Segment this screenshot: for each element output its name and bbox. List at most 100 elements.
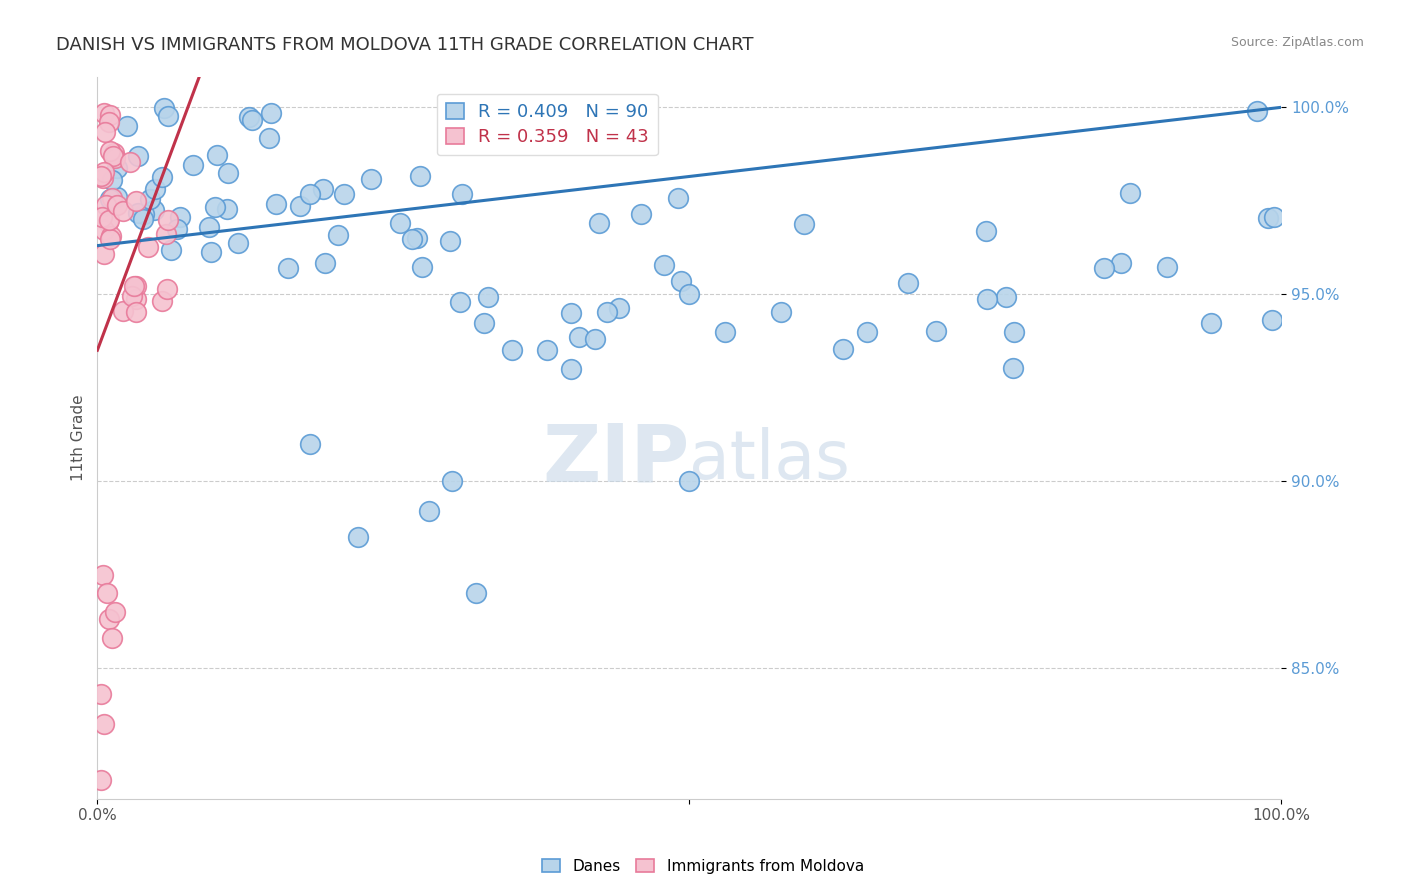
Point: [669, 274, 692, 288]
Point: [91, 171, 114, 186]
Point: [406, 231, 429, 245]
Point: [90, 687, 112, 701]
Point: [93, 717, 115, 731]
Point: [94, 125, 117, 139]
Point: [1092, 261, 1115, 276]
Point: [98, 232, 121, 246]
Point: [105, 190, 128, 204]
Point: [91, 567, 114, 582]
Point: [122, 278, 145, 293]
Point: [93, 223, 115, 237]
Point: [125, 278, 148, 293]
Point: [411, 260, 433, 275]
Point: [596, 305, 619, 319]
Point: [101, 173, 124, 187]
Point: [277, 261, 299, 276]
Text: DANISH VS IMMIGRANTS FROM MOLDOVA 11TH GRADE CORRELATION CHART: DANISH VS IMMIGRANTS FROM MOLDOVA 11TH G…: [56, 36, 754, 54]
Point: [120, 154, 142, 169]
Point: [897, 276, 920, 290]
Point: [260, 106, 283, 120]
Point: [150, 293, 173, 308]
Point: [583, 332, 606, 346]
Point: [536, 343, 558, 358]
Point: [112, 304, 135, 318]
Point: [299, 436, 322, 450]
Point: [588, 216, 610, 230]
Point: [312, 182, 335, 196]
Point: [166, 221, 188, 235]
Point: [1257, 211, 1279, 226]
Point: [974, 224, 997, 238]
Point: [713, 325, 735, 339]
Point: [150, 170, 173, 185]
Point: [101, 149, 124, 163]
Point: [181, 158, 204, 172]
Point: [299, 186, 322, 201]
Point: [100, 228, 122, 243]
Point: [831, 342, 853, 356]
Point: [132, 212, 155, 227]
Point: [103, 146, 125, 161]
Point: [94, 197, 117, 211]
Text: ZIP: ZIP: [541, 421, 689, 499]
Point: [91, 211, 114, 225]
Point: [630, 207, 652, 221]
Point: [97, 215, 120, 229]
Point: [1109, 256, 1132, 270]
Point: [418, 504, 440, 518]
Point: [769, 305, 792, 319]
Point: [652, 258, 675, 272]
Legend: Danes, Immigrants from Moldova: Danes, Immigrants from Moldova: [536, 853, 870, 880]
Point: [1199, 316, 1222, 330]
Legend: R = 0.409   N = 90, R = 0.359   N = 43: R = 0.409 N = 90, R = 0.359 N = 43: [436, 94, 658, 155]
Point: [389, 216, 412, 230]
Point: [127, 149, 149, 163]
Point: [125, 305, 148, 319]
Point: [105, 161, 128, 175]
Point: [995, 290, 1018, 304]
Point: [465, 586, 488, 600]
Point: [169, 210, 191, 224]
Point: [112, 203, 135, 218]
Point: [855, 325, 877, 339]
Point: [121, 289, 143, 303]
Point: [360, 171, 382, 186]
Point: [153, 101, 176, 115]
Point: [115, 119, 138, 133]
Point: [976, 292, 998, 306]
Point: [104, 151, 127, 165]
Point: [333, 186, 356, 201]
Point: [257, 131, 280, 145]
Point: [240, 112, 263, 127]
Point: [568, 330, 591, 344]
Text: Source: ZipAtlas.com: Source: ZipAtlas.com: [1230, 36, 1364, 49]
Point: [449, 294, 471, 309]
Point: [217, 166, 239, 180]
Point: [139, 192, 162, 206]
Point: [207, 148, 229, 162]
Point: [104, 605, 127, 619]
Point: [90, 169, 112, 183]
Point: [450, 186, 472, 201]
Point: [264, 197, 287, 211]
Point: [90, 773, 112, 788]
Point: [100, 631, 122, 645]
Point: [197, 219, 219, 234]
Point: [477, 290, 499, 304]
Point: [143, 182, 166, 196]
Point: [1261, 313, 1284, 327]
Point: [156, 282, 179, 296]
Point: [238, 111, 260, 125]
Point: [157, 109, 180, 123]
Point: [98, 108, 121, 122]
Point: [204, 200, 226, 214]
Point: [678, 474, 700, 488]
Point: [607, 301, 630, 316]
Point: [441, 474, 464, 488]
Point: [127, 206, 149, 220]
Point: [314, 255, 336, 269]
Point: [98, 212, 121, 227]
Point: [1001, 360, 1024, 375]
Point: [97, 115, 120, 129]
Point: [409, 169, 432, 183]
